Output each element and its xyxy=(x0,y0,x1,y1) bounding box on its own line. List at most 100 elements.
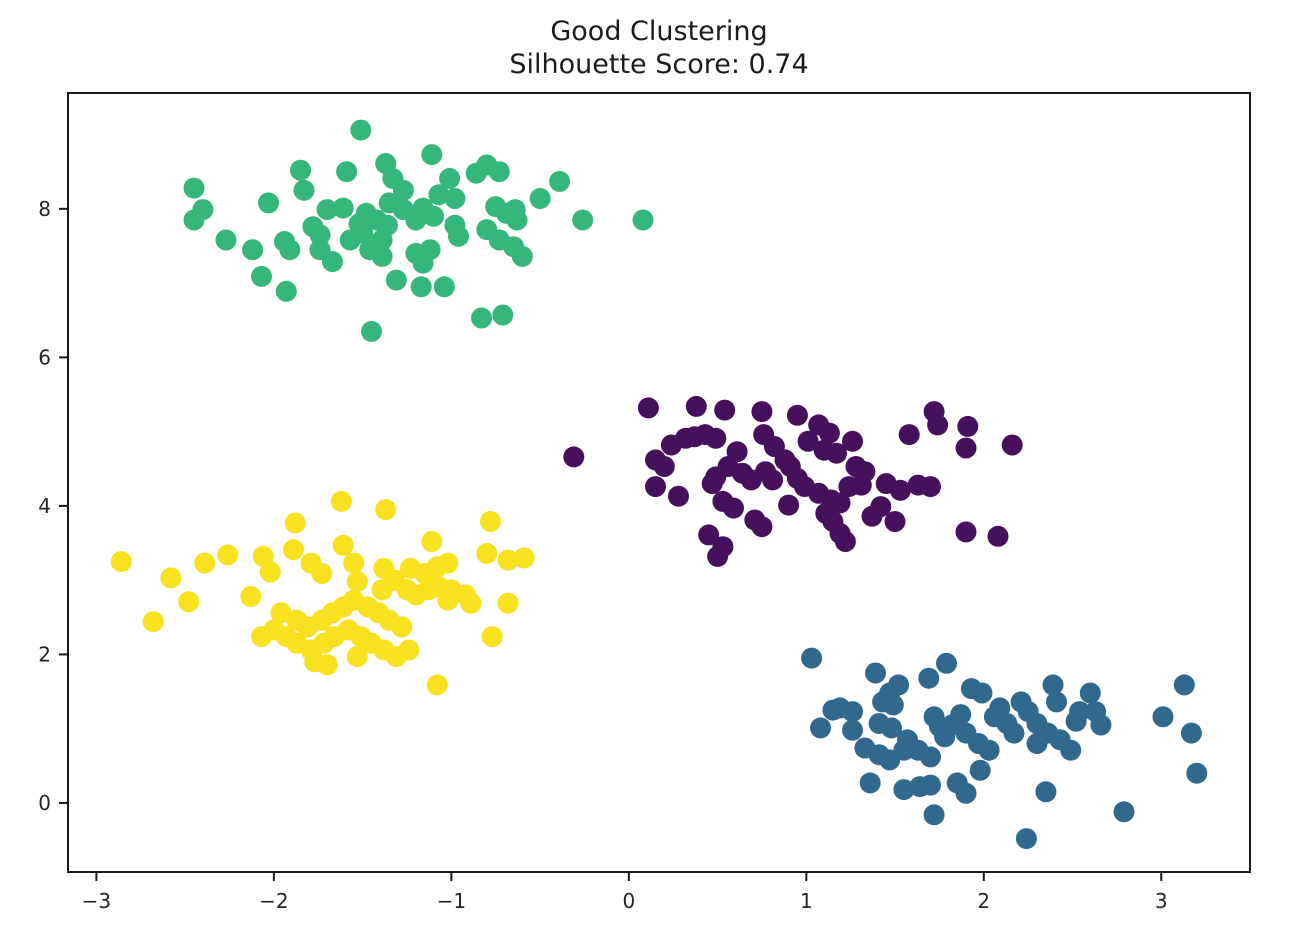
data-point-cluster-purple xyxy=(927,414,949,436)
data-point-cluster-green xyxy=(439,167,461,189)
data-point-cluster-green xyxy=(316,199,338,221)
data-point-cluster-purple xyxy=(1001,434,1023,456)
data-point-cluster-yellow xyxy=(252,545,274,567)
data-point-cluster-blue xyxy=(1173,674,1195,696)
chart-title: Good Clustering xyxy=(550,16,768,47)
data-point-cluster-yellow xyxy=(270,602,292,624)
data-point-cluster-purple xyxy=(898,424,920,446)
chart-subtitle: Silhouette Score: 0.74 xyxy=(509,48,809,80)
data-point-cluster-green xyxy=(410,276,432,298)
data-point-cluster-green xyxy=(492,304,514,326)
data-point-cluster-blue xyxy=(918,667,940,689)
y-tick-label: 8 xyxy=(38,197,51,221)
data-point-cluster-yellow xyxy=(282,539,304,561)
data-point-cluster-blue xyxy=(950,704,972,726)
data-point-cluster-purple xyxy=(850,474,872,496)
data-point-cluster-green xyxy=(183,177,205,199)
data-point-cluster-purple xyxy=(826,442,847,464)
x-tick-label: 2 xyxy=(977,889,990,913)
data-point-cluster-green xyxy=(471,307,492,329)
data-point-cluster-green xyxy=(293,179,315,201)
data-point-cluster-yellow xyxy=(332,534,354,556)
data-point-cluster-yellow xyxy=(240,586,262,607)
data-point-cluster-purple xyxy=(884,511,906,532)
data-point-cluster-blue xyxy=(920,774,941,796)
data-point-cluster-blue xyxy=(920,746,941,768)
data-point-cluster-yellow xyxy=(375,499,397,521)
data-point-cluster-yellow xyxy=(437,552,459,574)
data-point-cluster-blue xyxy=(1046,691,1067,713)
data-point-cluster-green xyxy=(488,161,510,183)
y-tick-label: 2 xyxy=(38,642,51,666)
data-point-cluster-yellow xyxy=(343,552,365,574)
data-point-cluster-yellow xyxy=(426,674,448,696)
y-tick-label: 6 xyxy=(38,345,51,369)
data-point-cluster-blue xyxy=(936,652,957,674)
data-point-cluster-purple xyxy=(957,415,979,437)
data-point-cluster-purple xyxy=(834,531,856,552)
data-point-cluster-blue xyxy=(989,697,1011,719)
data-point-cluster-green xyxy=(423,205,445,227)
data-point-cluster-purple xyxy=(637,397,659,419)
data-point-cluster-blue xyxy=(1152,706,1174,728)
data-point-cluster-blue xyxy=(810,717,831,739)
data-point-cluster-blue xyxy=(822,699,844,721)
data-point-cluster-green xyxy=(309,224,331,246)
data-point-cluster-green xyxy=(275,280,297,302)
data-point-cluster-blue xyxy=(1180,722,1202,744)
x-tick-label: 3 xyxy=(1155,889,1168,913)
data-point-cluster-yellow xyxy=(259,561,281,583)
data-point-cluster-blue xyxy=(881,717,902,739)
data-point-cluster-blue xyxy=(1003,722,1025,744)
data-point-cluster-green xyxy=(506,209,528,231)
chart-title-block: Good Clustering Silhouette Score: 0.74 xyxy=(68,16,1250,82)
data-point-cluster-blue xyxy=(872,691,894,713)
data-point-cluster-yellow xyxy=(110,551,132,573)
data-point-cluster-purple xyxy=(668,485,689,507)
data-point-cluster-green xyxy=(242,239,264,261)
data-point-cluster-blue xyxy=(923,804,945,826)
data-point-cluster-yellow xyxy=(421,531,443,552)
data-point-cluster-purple xyxy=(955,437,977,459)
data-point-cluster-purple xyxy=(653,456,675,477)
data-point-cluster-yellow xyxy=(513,547,535,569)
x-tick-label: −2 xyxy=(259,889,288,913)
data-point-cluster-green xyxy=(549,170,571,192)
data-point-cluster-blue xyxy=(1186,762,1208,784)
y-tick-label: 4 xyxy=(38,494,51,518)
data-point-cluster-green xyxy=(511,245,533,267)
data-point-cluster-blue xyxy=(1079,682,1101,704)
data-point-cluster-purple xyxy=(698,524,720,546)
data-point-cluster-blue xyxy=(955,782,977,804)
data-point-cluster-green xyxy=(419,239,441,261)
data-point-cluster-green xyxy=(279,239,301,261)
data-point-cluster-purple xyxy=(842,430,863,452)
data-point-cluster-purple xyxy=(861,505,883,527)
data-point-cluster-green xyxy=(183,209,205,231)
data-point-cluster-green xyxy=(371,245,393,267)
data-point-cluster-purple xyxy=(786,404,808,426)
data-point-cluster-purple xyxy=(660,434,682,456)
data-point-cluster-green xyxy=(361,320,382,342)
data-point-cluster-blue xyxy=(960,678,982,700)
data-point-cluster-yellow xyxy=(437,589,459,611)
data-point-cluster-green xyxy=(632,209,654,231)
data-point-cluster-green xyxy=(465,162,487,184)
data-point-cluster-green xyxy=(433,276,455,298)
data-point-cluster-yellow xyxy=(481,626,503,648)
data-point-cluster-blue xyxy=(801,647,823,669)
data-point-cluster-yellow xyxy=(304,651,326,673)
data-point-cluster-purple xyxy=(751,516,773,538)
data-point-cluster-yellow xyxy=(346,646,368,668)
data-point-cluster-green xyxy=(258,192,279,214)
data-point-cluster-green xyxy=(336,161,358,183)
data-point-cluster-blue xyxy=(859,772,881,794)
data-point-cluster-green xyxy=(572,209,594,231)
data-point-cluster-yellow xyxy=(217,544,239,566)
data-point-cluster-blue xyxy=(893,779,915,801)
data-point-cluster-blue xyxy=(865,662,886,684)
data-point-cluster-yellow xyxy=(142,611,164,633)
data-point-cluster-blue xyxy=(1090,714,1112,736)
data-point-cluster-yellow xyxy=(391,616,413,638)
data-point-cluster-yellow xyxy=(251,626,272,648)
